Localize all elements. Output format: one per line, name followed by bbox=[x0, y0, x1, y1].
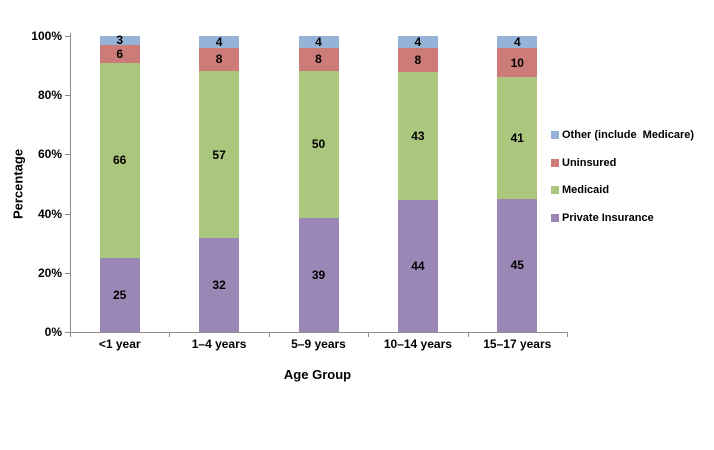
legend-swatch bbox=[551, 158, 559, 167]
legend-swatch bbox=[551, 131, 559, 139]
bar-segment-uninsured: 6 bbox=[99, 44, 140, 63]
legend-label: Other (include Medicare) bbox=[562, 129, 695, 141]
legend-swatch bbox=[551, 186, 559, 195]
bar-value-label: 6 bbox=[116, 46, 124, 61]
bar-value-label: 4 bbox=[215, 34, 223, 49]
bar-value-label: 41 bbox=[510, 131, 524, 146]
bar-value-label: 4 bbox=[513, 34, 521, 49]
bar-value-label: 39 bbox=[311, 267, 326, 282]
bar-value-label: 8 bbox=[215, 52, 223, 67]
bar-value-label: 57 bbox=[212, 147, 226, 162]
y-tick-label: 60% bbox=[37, 147, 62, 162]
x-tick-mark bbox=[368, 332, 370, 337]
y-axis-line bbox=[70, 33, 71, 332]
legend-item: Uninsured bbox=[551, 155, 616, 171]
x-tick-mark bbox=[70, 332, 71, 337]
y-tick-label: 80% bbox=[37, 88, 62, 103]
bar-value-label: 32 bbox=[212, 278, 226, 293]
bar-segment-private-insurance: 39 bbox=[298, 217, 339, 332]
x-category-label: 1–4 years bbox=[191, 337, 247, 351]
bar-value-label: 10 bbox=[510, 55, 524, 70]
bar-value-label: 8 bbox=[315, 52, 322, 67]
bar-segment-other-include-medicare: 4 bbox=[199, 34, 240, 49]
y-tick-label: 100% bbox=[31, 29, 62, 43]
y-tick-label: 0% bbox=[44, 325, 62, 339]
bar-segment-uninsured: 8 bbox=[298, 47, 339, 72]
legend-label: Private Insurance bbox=[562, 212, 654, 225]
bar-segment-private-insurance: 44 bbox=[397, 200, 438, 332]
bar-value-label: 4 bbox=[414, 34, 422, 49]
legend-swatch bbox=[551, 214, 559, 223]
y-tick-mark bbox=[65, 95, 70, 97]
legend-item: Private Insurance bbox=[551, 210, 654, 226]
legend-label: Uninsured bbox=[562, 156, 617, 169]
x-axis-line bbox=[70, 332, 567, 333]
bar-segment-uninsured: 10 bbox=[497, 47, 538, 78]
bar-segment-private-insurance: 32 bbox=[199, 238, 240, 332]
bar-segment-other-include-medicare: 4 bbox=[298, 34, 339, 49]
y-tick-mark bbox=[65, 36, 70, 37]
bar-segment-private-insurance: 25 bbox=[99, 258, 140, 332]
bar-value-label: 66 bbox=[113, 153, 127, 168]
x-tick-mark bbox=[567, 332, 568, 337]
x-tick-mark bbox=[169, 332, 171, 337]
bar-segment-private-insurance: 45 bbox=[497, 198, 538, 332]
bar-value-label: 25 bbox=[113, 288, 127, 302]
x-category-label: 10–14 years bbox=[383, 337, 452, 351]
bar-segment-medicaid: 43 bbox=[397, 71, 438, 201]
bar-segment-other-include-medicare: 4 bbox=[397, 34, 438, 49]
bar-segment-uninsured: 8 bbox=[397, 47, 438, 72]
y-tick-label: 40% bbox=[37, 206, 62, 221]
y-tick-mark bbox=[65, 154, 70, 156]
bar-value-label: 8 bbox=[414, 52, 422, 67]
bar-value-label: 4 bbox=[315, 34, 322, 49]
legend-item: Other (include Medicare) bbox=[551, 127, 694, 143]
bar-segment-medicaid: 50 bbox=[298, 71, 339, 218]
bar-segment-other-include-medicare: 3 bbox=[99, 33, 140, 48]
x-category-label: <1 year bbox=[98, 337, 141, 351]
bar-value-label: 43 bbox=[411, 129, 425, 144]
bar-value-label: 45 bbox=[510, 258, 524, 273]
legend-item: Medicaid bbox=[551, 182, 609, 198]
y-tick-mark bbox=[65, 272, 70, 274]
bar-segment-other-include-medicare: 4 bbox=[497, 34, 538, 49]
bar-segment-medicaid: 57 bbox=[199, 71, 240, 239]
y-tick-mark bbox=[65, 332, 70, 333]
bar-value-label: 3 bbox=[116, 33, 124, 48]
bar-segment-uninsured: 8 bbox=[199, 47, 240, 72]
x-tick-mark bbox=[467, 332, 469, 337]
x-category-label: 15–17 years bbox=[483, 337, 552, 351]
y-tick-mark bbox=[65, 213, 70, 215]
legend-label: Medicaid bbox=[562, 184, 610, 197]
bar-value-label: 44 bbox=[411, 259, 425, 274]
bar-value-label: 50 bbox=[311, 137, 326, 152]
y-tick-label: 20% bbox=[37, 265, 62, 280]
x-category-label: 5–9 years bbox=[291, 337, 346, 351]
x-axis-title: Age Group bbox=[283, 367, 352, 382]
bar-segment-medicaid: 41 bbox=[497, 77, 538, 199]
bar-segment-medicaid: 66 bbox=[99, 62, 140, 258]
x-tick-mark bbox=[268, 332, 270, 337]
